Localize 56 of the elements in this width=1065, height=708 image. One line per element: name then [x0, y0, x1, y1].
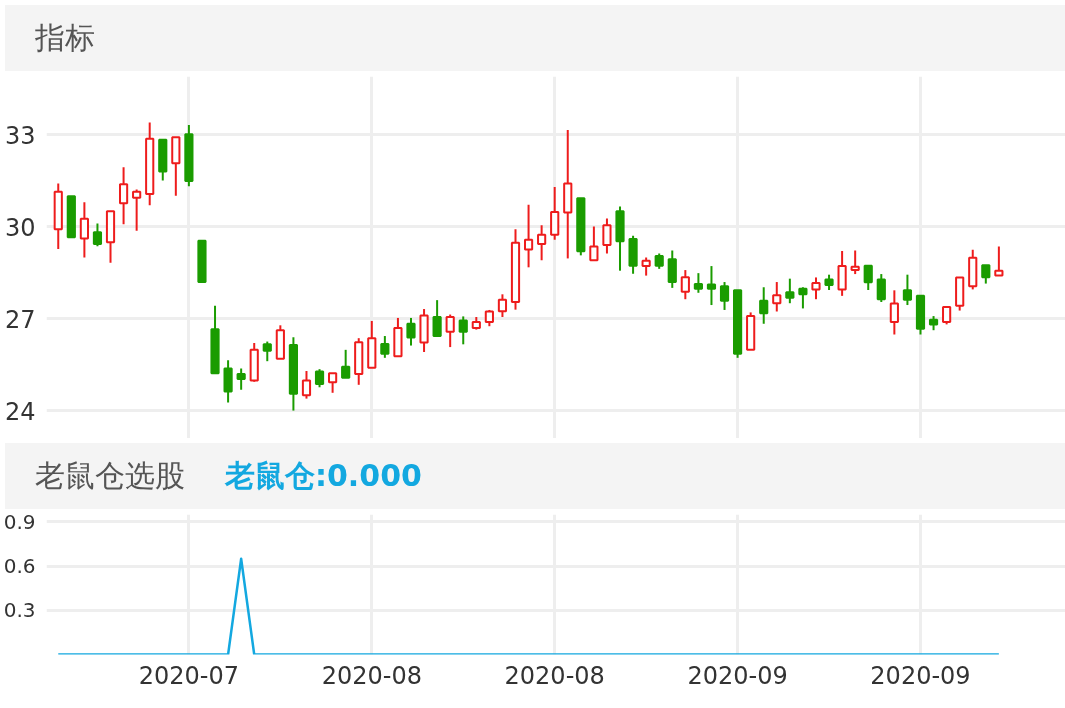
candlestick — [589, 225, 599, 262]
candlestick — [341, 348, 351, 379]
candlestick — [772, 281, 782, 313]
candlestick — [523, 203, 534, 269]
y-tick-label: 33 — [4, 121, 36, 150]
candlestick — [406, 316, 416, 347]
y-tick-label: 0.9 — [3, 509, 36, 534]
x-tick-label: 2020-09 — [687, 661, 788, 690]
candlestick — [876, 273, 886, 303]
candlestick — [432, 299, 442, 338]
candlestick — [445, 313, 455, 349]
candlestick — [641, 256, 651, 277]
candlestick — [994, 245, 1004, 277]
candlestick — [223, 359, 233, 404]
candlestick — [706, 265, 717, 307]
candlestick — [759, 286, 769, 325]
candlestick — [850, 249, 860, 276]
candlestick — [328, 372, 338, 394]
candlestick — [837, 250, 847, 297]
candlestick — [79, 201, 89, 259]
candlestick — [458, 315, 468, 346]
y-tick-label: 27 — [4, 305, 36, 334]
y-tick-label: 30 — [4, 213, 36, 242]
x-tick-label: 2020-09 — [870, 661, 971, 690]
text: 老鼠仓:0.000 — [225, 458, 422, 493]
candlestick — [118, 166, 129, 226]
candlestick — [537, 224, 547, 262]
y-tick-label: 0.6 — [3, 554, 36, 579]
y-tick-label: 24 — [4, 397, 36, 426]
chart-title: 老鼠仓选股 — [35, 458, 185, 493]
x-tick-label: 2020-08 — [504, 661, 605, 690]
candlestick — [236, 367, 246, 391]
candlestick — [981, 264, 991, 285]
chart-title: 指标 — [35, 20, 95, 55]
candlestick — [602, 217, 612, 255]
y-tick-label: 0.3 — [3, 598, 36, 623]
candlestick — [301, 370, 312, 400]
candlestick — [680, 269, 690, 301]
x-tick-label: 2020-08 — [321, 661, 422, 690]
candlestick — [889, 289, 899, 336]
candlestick — [262, 340, 272, 363]
candlestick — [667, 249, 677, 289]
candlestick — [785, 277, 795, 305]
candlestick — [380, 335, 390, 359]
candlestick — [92, 222, 103, 248]
candlestick — [719, 281, 730, 311]
candlestick — [550, 185, 560, 241]
candlestick — [798, 286, 808, 310]
candlestick — [863, 264, 873, 292]
candlestick — [314, 368, 325, 389]
candlestick — [693, 272, 703, 294]
candlestick — [811, 276, 821, 301]
candlestick — [902, 273, 913, 307]
x-tick-label: 2020-07 — [138, 661, 240, 690]
candlestick — [497, 293, 508, 319]
candlestick — [132, 188, 142, 232]
